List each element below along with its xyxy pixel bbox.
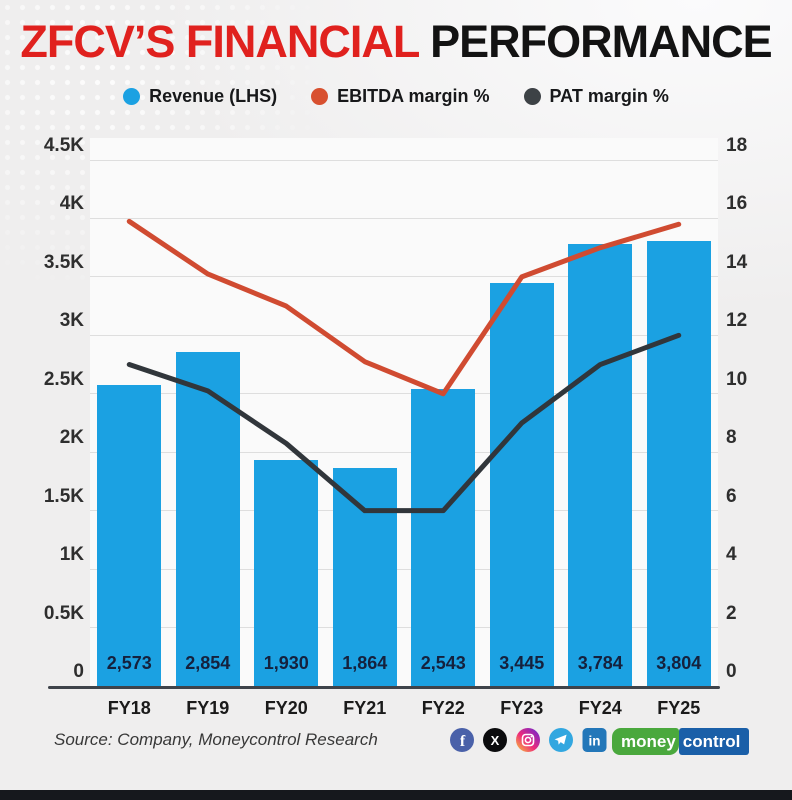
revenue-bar (489, 283, 554, 686)
legend-item-ebitda: EBITDA margin % (311, 86, 490, 107)
x-axis-label: FY22 (421, 698, 465, 718)
instagram-icon[interactable] (516, 728, 540, 752)
left-axis-tick: 3K (59, 310, 84, 332)
left-axis-tick: 4K (59, 193, 84, 215)
gridline (90, 159, 718, 161)
revenue-bar (411, 388, 476, 686)
svg-text:f: f (460, 733, 466, 750)
revenue-dot-icon (123, 88, 141, 105)
moneycontrol-logo-control: control (678, 728, 750, 755)
right-axis-tick: 12 (726, 310, 748, 332)
telegram-icon[interactable] (549, 728, 573, 752)
revenue-bar (646, 241, 711, 686)
svg-text:in: in (589, 734, 601, 749)
bar-value-label: 1,864 (342, 653, 388, 673)
left-axis-tick: 1K (59, 544, 84, 566)
gridline (90, 217, 718, 219)
right-axis-tick: 4 (726, 544, 737, 566)
moneycontrol-logo[interactable]: money control (612, 728, 750, 755)
left-axis-tick: 1.5K (43, 485, 84, 507)
revenue-bar (175, 352, 240, 686)
bar-value-label: 2,543 (420, 653, 466, 673)
svg-text:X: X (491, 733, 500, 748)
legend-label-pat: PAT margin % (549, 86, 669, 106)
bar-value-label: 2,854 (185, 653, 231, 673)
bottom-bar (0, 790, 792, 800)
x-axis-label: FY21 (343, 698, 387, 718)
source-text: Source: Company, Moneycontrol Research (54, 730, 378, 749)
x-axis-label: FY18 (107, 698, 151, 718)
right-axis-tick: 2 (726, 602, 737, 624)
linkedin-icon[interactable]: in (582, 728, 607, 752)
title-highlight: ZFCV’S FINANCIAL (20, 16, 419, 67)
combo-chart: 4.5K 18 4K 16 3.5K 14 3K 12 2.5K 10 2K 8 1.5K 6 1K 4 0.5… (0, 135, 792, 728)
ebitda-dot-icon (311, 88, 329, 105)
x-axis-label: FY19 (186, 698, 230, 718)
x-axis-label: FY24 (578, 698, 622, 718)
revenue-bar (568, 243, 633, 686)
pat-dot-icon (523, 88, 541, 105)
legend-label-ebitda: EBITDA margin % (337, 86, 490, 106)
bar-value-label: 3,784 (577, 653, 623, 673)
bar-value-label: 3,445 (499, 653, 545, 673)
left-axis-tick: 4.5K (43, 135, 84, 156)
right-axis-tick: 18 (726, 135, 748, 156)
title-rest: PERFORMANCE (418, 16, 773, 67)
bar-value-label: 2,573 (106, 653, 152, 673)
bar-value-label: 1,930 (263, 653, 309, 673)
footer: Source: Company, Moneycontrol Research f… (0, 724, 792, 768)
legend-label-revenue: Revenue (LHS) (149, 86, 278, 106)
x-axis-label: FY23 (500, 698, 544, 718)
left-axis-tick: 2.5K (43, 368, 84, 390)
page-title: ZFCV’S FINANCIAL PERFORMANCE (0, 16, 792, 68)
bar-value-label: 3,804 (656, 653, 702, 673)
right-axis-tick: 6 (726, 485, 737, 507)
left-axis-tick: 0 (73, 661, 84, 682)
right-axis-tick: 16 (726, 193, 748, 215)
left-axis-tick: 3.5K (43, 251, 84, 273)
x-icon[interactable]: X (483, 728, 507, 752)
right-axis-tick: 8 (726, 427, 737, 449)
chart-legend: Revenue (LHS) EBITDA margin % PAT margin… (0, 86, 792, 107)
x-axis-line (48, 686, 720, 689)
revenue-bar (97, 385, 162, 686)
left-axis-tick: 0.5K (43, 602, 84, 624)
gridline (90, 568, 718, 570)
legend-item-revenue: Revenue (LHS) (123, 86, 277, 107)
right-axis-tick: 14 (726, 251, 748, 273)
legend-item-pat: PAT margin % (523, 86, 669, 107)
right-axis-tick: 0 (726, 661, 737, 682)
moneycontrol-logo-money: money (612, 728, 679, 755)
gridline (90, 627, 718, 629)
social-icons: f X (450, 728, 607, 752)
facebook-icon[interactable]: f (450, 728, 474, 752)
x-axis-label: FY20 (264, 698, 308, 718)
x-axis-label: FY25 (657, 698, 701, 718)
left-axis-tick: 2K (59, 427, 84, 449)
right-axis-tick: 10 (726, 368, 748, 390)
